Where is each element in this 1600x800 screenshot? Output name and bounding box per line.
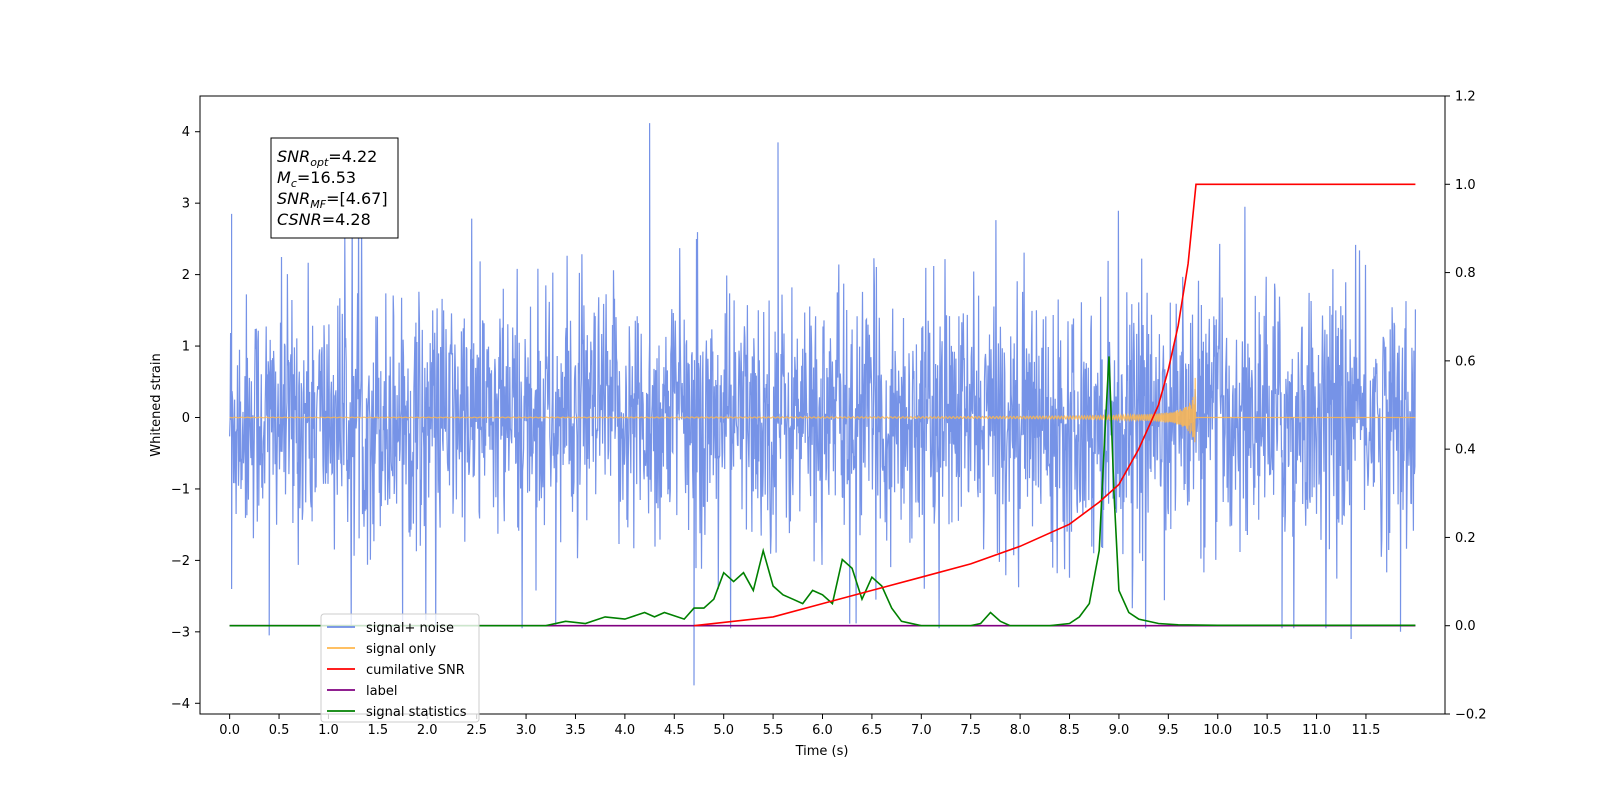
x-tick-label: 5.5 xyxy=(763,723,784,738)
legend-label: label xyxy=(366,684,397,699)
y-tick-label: 1 xyxy=(182,340,190,355)
x-axis: 0.0 0.5 1.0 1.5 2.0 2.5 3.0 3.5 4.0 4.5 5.0 5.5 6.0 6… xyxy=(219,714,1380,738)
x-tick-label: 0.0 xyxy=(219,723,240,738)
legend-label: signal only xyxy=(366,642,436,657)
x-axis-label: Time (s) xyxy=(795,744,849,759)
y2-tick-label: 0.0 xyxy=(1455,619,1476,634)
signal-only-line xyxy=(229,377,1416,443)
y-tick-label: 0 xyxy=(182,411,190,426)
x-tick-label: 8.5 xyxy=(1059,723,1080,738)
x-tick-label: 11.5 xyxy=(1351,723,1380,738)
annotation-line: Mc=16.53 xyxy=(277,168,356,190)
y-axis-left: 4 3 2 1 0 −1 −2 −3 −4 xyxy=(171,125,200,712)
x-tick-label: 2.0 xyxy=(417,723,438,738)
x-tick-label: 7.5 xyxy=(960,723,981,738)
legend-label: signal+ noise xyxy=(366,621,454,636)
y-tick-label: −1 xyxy=(171,482,190,497)
legend-label: cumilative SNR xyxy=(366,663,465,678)
y-axis-label: Whitened strain xyxy=(149,353,164,456)
x-tick-label: 0.5 xyxy=(269,723,290,738)
signal-only-series xyxy=(229,377,1416,443)
y-tick-label: −2 xyxy=(171,554,190,569)
y-tick-label: −3 xyxy=(171,625,190,640)
y2-tick-label: 0.8 xyxy=(1455,266,1476,281)
signal-statistics-line xyxy=(229,356,1416,627)
y2-tick-label: −0.2 xyxy=(1455,708,1487,723)
x-tick-label: 4.0 xyxy=(615,723,636,738)
y2-tick-label: 1.2 xyxy=(1455,90,1476,105)
y2-tick-label: 0.4 xyxy=(1455,443,1476,458)
x-tick-label: 4.5 xyxy=(664,723,685,738)
x-tick-label: 3.5 xyxy=(565,723,586,738)
x-tick-label: 8.0 xyxy=(1010,723,1031,738)
y-tick-label: 3 xyxy=(182,197,190,212)
x-tick-label: 9.0 xyxy=(1109,723,1130,738)
x-tick-label: 7.0 xyxy=(911,723,932,738)
y2-tick-label: 1.0 xyxy=(1455,178,1476,193)
x-tick-label: 10.0 xyxy=(1203,723,1232,738)
y-axis-right: 1.2 1.0 0.8 0.6 0.4 0.2 0.0 −0.2 xyxy=(1445,90,1487,723)
annotation-line: SNRMF=[4.67] xyxy=(277,189,388,211)
x-tick-label: 1.5 xyxy=(368,723,389,738)
legend-label: signal statistics xyxy=(366,705,467,720)
annotation-line: SNRopt=4.22 xyxy=(277,147,377,169)
x-tick-label: 6.5 xyxy=(862,723,883,738)
y-tick-label: 2 xyxy=(182,268,190,283)
y2-tick-label: 0.6 xyxy=(1455,354,1476,369)
signal-noise-line xyxy=(229,123,1417,686)
x-tick-label: 6.0 xyxy=(812,723,833,738)
x-tick-label: 2.5 xyxy=(466,723,487,738)
y-tick-label: −4 xyxy=(171,697,190,712)
y2-tick-label: 0.2 xyxy=(1455,531,1476,546)
signal-noise-series xyxy=(229,123,1417,686)
x-tick-label: 3.0 xyxy=(516,723,537,738)
legend: signal+ noise signal only cumilative SNR la… xyxy=(320,613,480,723)
annotation-line: CSNR=4.28 xyxy=(277,210,371,229)
x-tick-label: 1.0 xyxy=(318,723,339,738)
x-tick-label: 5.0 xyxy=(713,723,734,738)
x-tick-label: 10.5 xyxy=(1253,723,1282,738)
cumulative-snr-line xyxy=(693,183,1416,627)
x-tick-label: 11.0 xyxy=(1302,723,1331,738)
x-tick-label: 9.5 xyxy=(1158,723,1179,738)
y-tick-label: 4 xyxy=(182,125,190,140)
